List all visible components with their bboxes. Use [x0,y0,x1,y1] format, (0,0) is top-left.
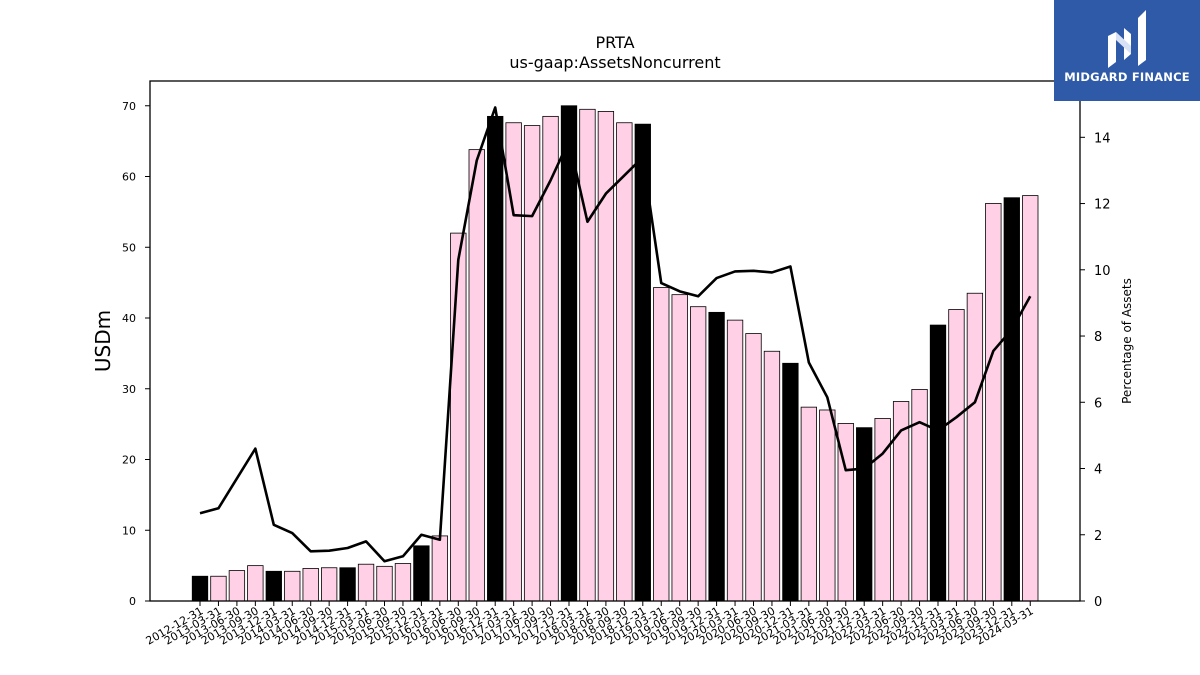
bar-2017-06-30 [523,125,541,602]
bar-2022-12-31 [929,324,947,602]
y-tick-label: 0 [129,595,136,608]
brand-name: MIDGARD FINANCE [1064,70,1190,84]
bar-2012-12-31 [191,575,209,602]
bar-2014-09-30 [320,567,338,602]
bar-2019-06-30 [671,294,688,602]
bar-2017-12-31 [560,105,578,602]
bar-2018-09-30 [616,122,633,602]
bar-2016-06-30 [450,232,467,602]
bar-2019-03-31 [653,287,670,602]
bar-2014-12-31 [339,567,356,602]
y-tick-label: 30 [122,383,136,396]
bar-2020-03-31 [726,319,744,602]
bar-2021-03-31 [800,406,817,602]
right-axis-ticks: 0 2 4 6 8 10 12 14 [1080,131,1111,610]
bar-2014-06-30 [302,568,319,602]
bar-2015-03-31 [357,563,375,602]
bar-2023-09-30 [985,202,1002,602]
y2-tick-label: 0 [1094,595,1102,610]
bars-layer [191,105,1039,602]
y-tick-label: 20 [122,454,136,467]
chart-subtitle: us-gaap:AssetsNoncurrent [509,53,720,72]
bar-2023-03-31 [948,309,965,602]
midgard-logo-icon [1108,10,1146,68]
left-axis-ticks: 0 10 20 30 40 50 60 70 [122,100,150,608]
bar-2019-12-31 [708,311,725,602]
y2-axis-label: Percentage of Assets [1120,278,1134,404]
bar-2021-06-30 [819,409,836,602]
brand-logo: MIDGARD FINANCE [1054,0,1200,101]
y2-tick-label: 12 [1094,198,1111,213]
line-layer [199,106,1032,563]
y2-tick-label: 6 [1094,396,1102,411]
y2-tick-label: 14 [1094,131,1111,146]
x-axis-ticks: 2012-12-312013-03-312013-06-302013-09-30… [144,601,1036,648]
y-tick-label: 40 [122,312,136,325]
y2-tick-label: 8 [1094,330,1102,345]
bar-2023-06-30 [966,292,984,602]
y-tick-label: 50 [122,241,136,254]
bar-2024-03-31 [1022,195,1039,602]
bar-2016-09-30 [468,149,485,602]
bar-2019-09-30 [690,306,707,602]
y-tick-label: 10 [122,524,136,537]
bar-2013-06-30 [228,570,246,602]
bar-2018-06-30 [597,111,615,602]
y2-tick-label: 4 [1094,463,1102,478]
bar-2021-12-31 [856,427,873,602]
y-axis-label: USDm [91,310,115,372]
percentage-line [199,106,1032,563]
bar-2013-09-30 [247,565,264,602]
axes-layer [149,80,1081,602]
bar-2014-03-31 [284,570,301,602]
bar-2015-09-30 [394,563,412,602]
y-tick-label: 70 [122,100,136,113]
bar-2013-03-31 [210,575,227,602]
y2-tick-label: 2 [1094,529,1102,544]
bar-2016-12-31 [487,115,504,602]
bar-2020-09-30 [763,350,781,602]
bar-2018-03-31 [579,108,596,602]
y2-tick-label: 10 [1094,264,1111,279]
bar-2016-03-31 [431,535,449,602]
bar-2013-12-31 [265,570,282,602]
plot-frame [149,80,1081,602]
bar-2015-12-31 [413,545,430,602]
chart-title-group: PRTA us-gaap:AssetsNoncurrent [509,33,720,72]
bar-2020-12-31 [782,362,799,602]
bar-2015-06-30 [376,565,393,602]
chart-title: PRTA [595,33,634,52]
bar-2017-03-31 [505,122,522,602]
bar-2020-06-30 [745,333,762,602]
bar-2023-12-31 [1003,197,1020,602]
y-tick-label: 60 [122,171,136,184]
